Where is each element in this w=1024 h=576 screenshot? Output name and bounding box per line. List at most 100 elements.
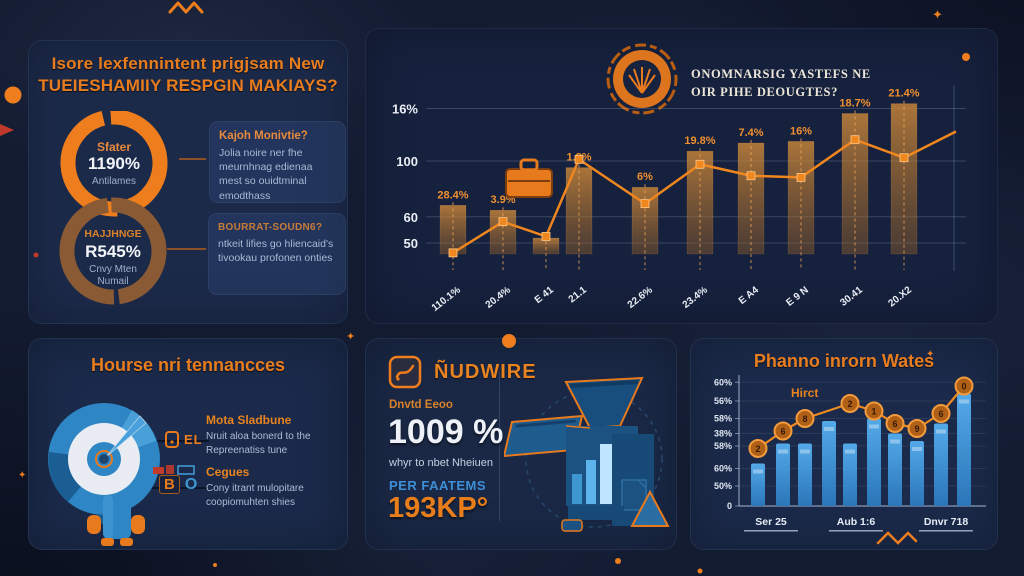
badge-label: 0 (961, 382, 966, 392)
badge-label: 2 (755, 444, 760, 454)
panel-engagement-gauges: Isore lexfennintent prigjsam New TUEIESH… (28, 40, 348, 324)
bar-highlight (890, 439, 900, 444)
item1-heading: Mota Sladbune (206, 413, 292, 427)
panel-phanno-chart: Phanno inrorn Wates 60% 56% 58% 38% 58% 60% 50… (690, 338, 998, 550)
panel-trend-chart: ONOMNARSIG YASTEFS NE OIR PIHE DEOUGTES?… (365, 28, 998, 324)
x-tick-label: 110.1% (430, 285, 463, 314)
bar (798, 443, 812, 506)
badge-marker (840, 394, 860, 413)
bar (737, 142, 765, 255)
badge-marker (954, 376, 974, 396)
legend-descriptions: Mota Sladbune Nruit aloa bonerd to the R… (206, 413, 340, 517)
dot-decor (4, 86, 22, 104)
mascot-figure (87, 495, 145, 546)
donut-bottom-sub1: Cnvy Mten (89, 264, 137, 275)
badge-label: 9 (914, 424, 919, 434)
line-marker (695, 159, 705, 169)
x-tick-label: Ser 25 (755, 516, 787, 528)
info-card-2: BOURRAT-SOUDN6? ntkeit lifies go hlienca… (208, 213, 346, 295)
y-tick-label: 58% (714, 441, 732, 451)
y-tick-label: 60 (404, 210, 418, 225)
stat-sub-label: PER FAATEMS (389, 478, 486, 493)
badge-label: 6 (892, 419, 897, 429)
badge-marker (864, 401, 884, 421)
machine-illustration (504, 376, 670, 532)
line-marker (498, 217, 508, 227)
stat-kicker: Dnvtd Eeoo (389, 399, 453, 411)
donut-top-sub: Antilames (92, 176, 136, 187)
bar-value-label: 21.4% (888, 88, 919, 100)
y-tick-label: 16% (392, 102, 418, 117)
stat-sub-value: 193KP° (388, 492, 489, 524)
badge-label: 6 (780, 427, 785, 437)
y-tick-label: 60% (714, 377, 732, 387)
emblem-badge-icon (606, 43, 678, 115)
card2-heading: BOURRAT-SOUDN6? (218, 222, 323, 233)
badge-label: 1 (871, 407, 876, 417)
legend-item-1: EL (165, 431, 203, 448)
bar-highlight (936, 429, 946, 434)
bar (822, 421, 836, 506)
connector-lines (167, 158, 206, 250)
item1-body: Nruit aloa bonerd to the Repreenatiss tu… (206, 431, 311, 456)
arrow-decor-icon (0, 124, 14, 136)
x-tick-label: Aub 1:6 (837, 516, 876, 528)
line-marker (899, 153, 909, 163)
panel-nudwire-stats: ÑUDWIRE Dnvtd Eeoo 1009 % whyr to nbet N… (365, 338, 677, 550)
panel-title: Hourse nri tennancces (90, 355, 286, 375)
gauge-donuts: Sfater 1190% Antilames HAJJHNGE R545% Cn… (59, 111, 168, 305)
device-icon (165, 431, 179, 448)
bar-value-label: 6% (637, 171, 653, 183)
donut-bottom-label: HAJJHNGE (84, 228, 141, 240)
bar-value-label: 18.7% (839, 97, 870, 109)
line-marker (640, 199, 650, 209)
bar-highlight (753, 469, 763, 474)
bar (776, 443, 790, 506)
x-tick-label: Dnvr 718 (924, 516, 969, 528)
line-marker (541, 232, 551, 241)
divider (499, 371, 500, 521)
rect (519, 158, 539, 172)
bar (934, 423, 948, 506)
mini-bars-icon (153, 465, 195, 475)
donut-bottom-sub2: Numail (97, 276, 128, 287)
bar (843, 443, 857, 506)
line-series-label: Hirct (791, 386, 818, 400)
bar-value-label: 16% (790, 125, 812, 137)
x-tick-label: 20.X2 (886, 284, 914, 309)
bar (910, 441, 924, 506)
pie-needle (105, 415, 147, 458)
line-marker (574, 154, 584, 164)
stat-big-value: 1009 % (388, 413, 504, 451)
bar (867, 418, 881, 506)
bar-highlight (869, 424, 879, 429)
x-tick-label: E A4 (737, 284, 761, 306)
panel-title: Phanno inrorn Wates (753, 351, 935, 371)
panel-hourse-tennancces: Hourse nri tennancces (28, 338, 348, 550)
bar-highlight (800, 449, 810, 454)
bar-highlight (824, 427, 834, 431)
chart-title-line-1: ONOMNARSIG YASTEFS NE (691, 67, 871, 81)
info-card-1: Kajoh Monivtie? Jolia noire ner fhe meur… (209, 121, 346, 203)
bar (751, 463, 765, 506)
badge-marker (795, 409, 815, 428)
badge-marker (748, 439, 768, 458)
donut-top-label: Sfater (97, 140, 131, 154)
bar-highlight (959, 399, 969, 404)
x-label-underline (744, 530, 798, 532)
line-marker (850, 135, 860, 145)
dot-decor (697, 568, 703, 574)
nudwire-logo-icon (388, 355, 422, 389)
x-tick-label: 20.4% (484, 285, 513, 311)
briefcase-icon (505, 158, 553, 198)
legend2-label: O (184, 475, 198, 493)
x-tick-label: 23.4% (681, 285, 710, 311)
badge-label: 6 (938, 409, 943, 419)
y-tick-label: 56% (714, 396, 732, 406)
badge-label: 8 (802, 414, 807, 424)
legend2-prefix: B (159, 475, 180, 494)
x-tick-label: E 41 (533, 284, 556, 306)
target-pie-chart (48, 403, 160, 527)
